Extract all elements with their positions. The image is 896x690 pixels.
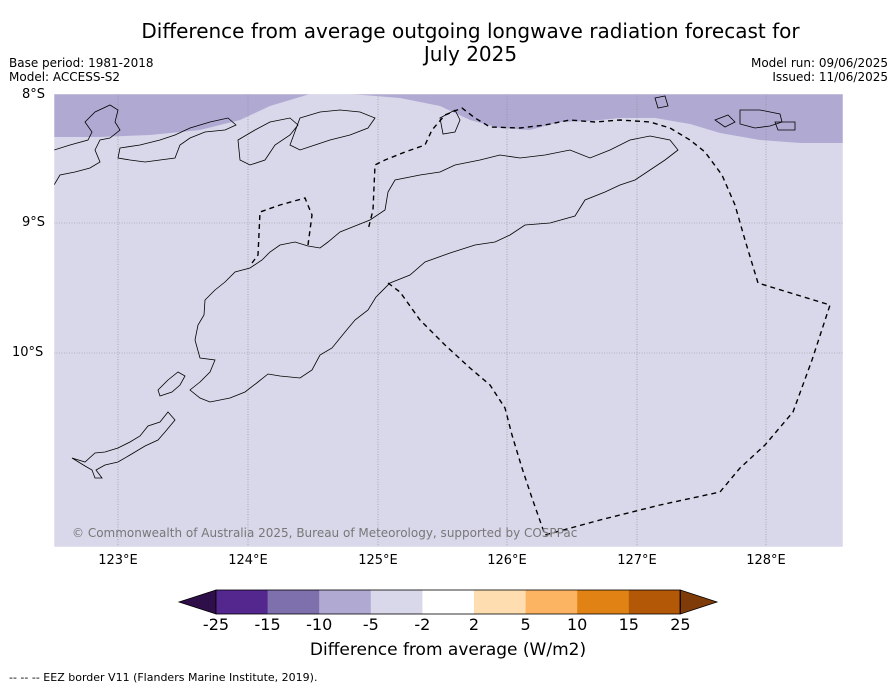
north-coast-7 — [714, 114, 736, 128]
colorbar-tick-label: 2 — [468, 615, 480, 634]
colorbar-extend-low — [177, 589, 217, 615]
lon-label-127e: 127°E — [617, 553, 657, 568]
small-island-coast — [157, 371, 186, 397]
colorbar-segment — [525, 590, 578, 614]
title-line-1: Difference from average outgoing longwav… — [141, 19, 800, 43]
colorbar-tick-label: 25 — [670, 615, 691, 634]
colorbar-segment — [422, 590, 475, 614]
colorbar-segment — [216, 590, 269, 614]
colorbar-tick-label: -25 — [202, 615, 230, 634]
model-run: Model run: 09/06/2025 — [750, 56, 888, 70]
colorbar-tick-label: 10 — [567, 615, 588, 634]
colorbar-tick-label: 15 — [618, 615, 639, 634]
lat-label-10s: 10°S — [12, 345, 44, 360]
colorbar-title: Difference from average (W/m2) — [309, 640, 587, 660]
colorbar-segment — [628, 590, 681, 614]
timor-island-coast — [189, 135, 679, 403]
eez-border-outer — [367, 107, 831, 536]
colorbar-tick-label: -15 — [254, 615, 281, 634]
colorbar-segment — [319, 590, 372, 614]
colorbar-tick-label: -5 — [362, 615, 379, 634]
eez-footnote: -- -- -- EEZ border V11 (Flanders Marine… — [9, 671, 318, 684]
colorbar-tick-label: -10 — [306, 615, 333, 634]
anomaly-field-main — [54, 94, 843, 547]
colorbar-extend-high — [680, 589, 719, 615]
graticule — [54, 94, 843, 547]
colorbar-segment — [577, 590, 630, 614]
colorbar-tick-label: 5 — [520, 615, 531, 634]
coastlines — [54, 95, 796, 479]
meta-left: Base period: 1981-2018 Model: ACCESS-S2 — [9, 56, 154, 84]
colorbar-frame — [215, 589, 681, 615]
lon-label-125e: 125°E — [358, 553, 398, 568]
title-line-2: July 2025 — [423, 42, 518, 66]
north-coast-5 — [439, 109, 461, 135]
lon-label-128e: 128°E — [746, 553, 786, 568]
lon-label-126e: 126°E — [487, 553, 527, 568]
colorbar-tick-label: -2 — [414, 615, 431, 634]
north-coast-1 — [54, 104, 121, 186]
map-title: Difference from average outgoing longwav… — [0, 20, 896, 66]
colorbar-segment — [474, 590, 527, 614]
lat-label-8s: 8°S — [22, 87, 46, 102]
eez-border — [251, 107, 831, 536]
north-coast-3 — [237, 117, 299, 166]
north-coast-2 — [117, 117, 237, 163]
colorbar-segment — [267, 590, 320, 614]
copyright-credit: © Commonwealth of Australia 2025, Bureau… — [72, 526, 578, 540]
map-frame — [53, 93, 844, 548]
anomaly-field-north — [54, 94, 843, 143]
lat-label-9s: 9°S — [22, 215, 46, 230]
meta-right: Model run: 09/06/2025 Issued: 11/06/2025 — [751, 56, 888, 84]
southern-island-coast — [71, 411, 176, 479]
lon-label-124e: 124°E — [228, 553, 268, 568]
lon-label-123e: 123°E — [98, 553, 138, 568]
colorbar-segment — [370, 590, 423, 614]
north-coast-9 — [774, 121, 796, 131]
north-coast-6 — [654, 95, 669, 109]
north-coast-4 — [289, 109, 376, 151]
base-period: Base period: 1981-2018 — [9, 56, 154, 70]
model-name: Model: ACCESS-S2 — [9, 70, 121, 84]
issued-date: Issued: 11/06/2025 — [772, 70, 888, 84]
